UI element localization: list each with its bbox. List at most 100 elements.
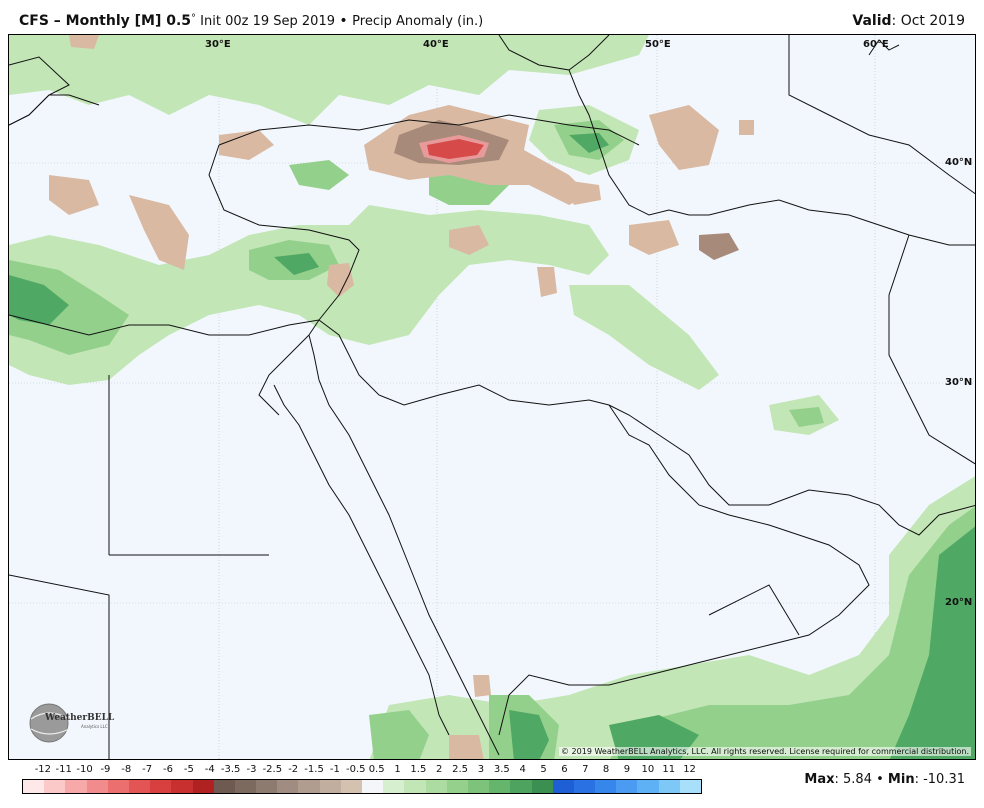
colorbar-label: 12	[683, 764, 696, 775]
colorbar-label: -8	[121, 764, 132, 775]
colorbar-swatch	[107, 780, 129, 793]
colorbar-swatch	[213, 780, 235, 793]
colorbar-label: 9	[623, 764, 631, 775]
colorbar-swatch	[425, 780, 447, 793]
colorbar-swatch	[658, 780, 680, 793]
colorbar-swatch	[362, 780, 384, 793]
colorbar-swatch	[404, 780, 426, 793]
map-panel: 30°E 40°E 50°E 60°E 40°N 30°N 20°N Weath…	[8, 34, 976, 760]
colorbar-swatch	[595, 780, 617, 793]
colorbar-label: 2	[436, 764, 443, 775]
min-label: Min	[887, 772, 915, 787]
colorbar-label: 2.5	[452, 764, 469, 775]
colorbar-label: -0.5	[346, 764, 366, 775]
max-value: : 5.84	[834, 772, 872, 787]
colorbar-swatch	[44, 780, 66, 793]
colorbar-swatch	[446, 780, 468, 793]
colorbar-swatch	[679, 780, 701, 793]
model-name: CFS – Monthly [M] 0.5	[19, 13, 192, 29]
colorbar-swatch	[637, 780, 659, 793]
colorbar-swatch	[383, 780, 405, 793]
colorbar-swatch	[467, 780, 490, 793]
colorbar-labels: -12 -11 -10 -9 -8 -7 -6 -5 -4 -3.5 -3 -2.5 -2 -1.5 -1-…	[22, 764, 702, 778]
colorbar-swatch	[489, 780, 511, 793]
longitude-label-30e: 30°E	[205, 39, 231, 50]
colorbar-swatch	[298, 780, 320, 793]
coastlines	[9, 35, 975, 759]
colorbar-swatch	[171, 780, 193, 793]
colorbar-label: 1.5	[410, 764, 427, 775]
colorbar-swatch	[65, 780, 87, 793]
weatherbell-logo: WeatherBELL Analytics LLC	[23, 699, 123, 745]
logo-globe-icon	[29, 703, 70, 743]
colorbar-label: 5	[540, 764, 547, 775]
colorbar-label: 3	[477, 764, 485, 775]
copyright-notice: © 2019 WeatherBELL Analytics, LLC. All r…	[559, 747, 971, 756]
colorbar-label: -6	[163, 764, 174, 775]
colorbar-label: -1.5	[304, 764, 324, 775]
colorbar-swatch	[128, 780, 151, 793]
field-name: Precip Anomaly (in.)	[352, 14, 484, 29]
dry-anomaly-areas	[49, 35, 754, 759]
colorbar-label: -7	[142, 764, 153, 775]
latitude-label-40n: 40°N	[945, 157, 973, 168]
colorbar: -12 -11 -10 -9 -8 -7 -6 -5 -4 -3.5 -3 -2.5 -2 -1.5 -1-…	[22, 764, 702, 794]
valid-label: Valid	[852, 13, 892, 29]
colorbar-swatch	[531, 780, 553, 793]
colorbar-label: 11	[662, 764, 676, 775]
colorbar-swatch	[616, 780, 638, 793]
colorbar-swatch	[319, 780, 341, 793]
colorbar-label: -2.5	[262, 764, 283, 775]
colorbar-label: 1	[394, 764, 401, 775]
colorbar-label: -9	[100, 764, 111, 775]
colorbar-label: -5	[183, 764, 194, 775]
colorbar-swatch	[234, 780, 257, 793]
logo-subtext: Analytics LLC	[81, 724, 108, 729]
colorbar-label: 6	[561, 764, 568, 775]
colorbar-label: 4	[519, 764, 526, 775]
colorbar-label: -2	[288, 764, 299, 775]
colorbar-swatch	[340, 780, 362, 793]
map-canvas	[9, 35, 975, 759]
colorbar-swatch	[256, 780, 278, 793]
max-min-stats: Max: 5.84 • Min: -10.31	[804, 772, 965, 787]
colorbar-swatches	[22, 779, 702, 794]
max-label: Max	[804, 772, 835, 787]
min-value: : -10.31	[914, 772, 965, 787]
colorbar-label: 3.5	[493, 764, 510, 775]
colorbar-label: 10	[641, 764, 655, 775]
logo-text: WeatherBELL	[45, 713, 115, 723]
colorbar-label: -3	[246, 764, 257, 775]
valid-time: Valid: Oct 2019	[852, 13, 965, 29]
colorbar-label: 7	[582, 764, 589, 775]
wet-anomaly-areas	[9, 35, 975, 759]
stats-separator: •	[871, 772, 888, 787]
colorbar-label: -1	[329, 764, 340, 775]
colorbar-label: -11	[55, 764, 72, 775]
colorbar-swatch	[86, 780, 108, 793]
longitude-label-60e: 60°E	[863, 39, 889, 50]
longitude-label-40e: 40°E	[423, 39, 449, 50]
longitude-label-50e: 50°E	[645, 39, 671, 50]
colorbar-label: -4	[204, 764, 215, 775]
title-separator: •	[334, 13, 353, 29]
colorbar-label: -12	[34, 764, 52, 775]
header: CFS – Monthly [M] 0.5° Init 00z 19 Sep 2…	[0, 0, 984, 34]
colorbar-swatch	[277, 780, 299, 793]
valid-value: : Oct 2019	[891, 13, 965, 29]
colorbar-swatch	[552, 780, 574, 793]
map-title: CFS – Monthly [M] 0.5° Init 00z 19 Sep 2…	[19, 13, 483, 29]
colorbar-swatch	[192, 780, 214, 793]
colorbar-label: 8	[602, 764, 610, 775]
colorbar-swatch	[150, 780, 172, 793]
colorbar-swatch	[510, 780, 532, 793]
init-time: Init 00z 19 Sep 2019	[196, 14, 335, 29]
colorbar-label: -3.5	[220, 764, 241, 775]
latitude-label-20n: 20°N	[945, 597, 973, 608]
colorbar-label: -10	[76, 764, 93, 775]
degree-symbol: °	[191, 13, 197, 24]
colorbar-swatch	[573, 780, 596, 793]
latitude-label-30n: 30°N	[945, 377, 973, 388]
colorbar-swatch	[23, 780, 45, 793]
colorbar-label: 0.5	[368, 764, 385, 775]
